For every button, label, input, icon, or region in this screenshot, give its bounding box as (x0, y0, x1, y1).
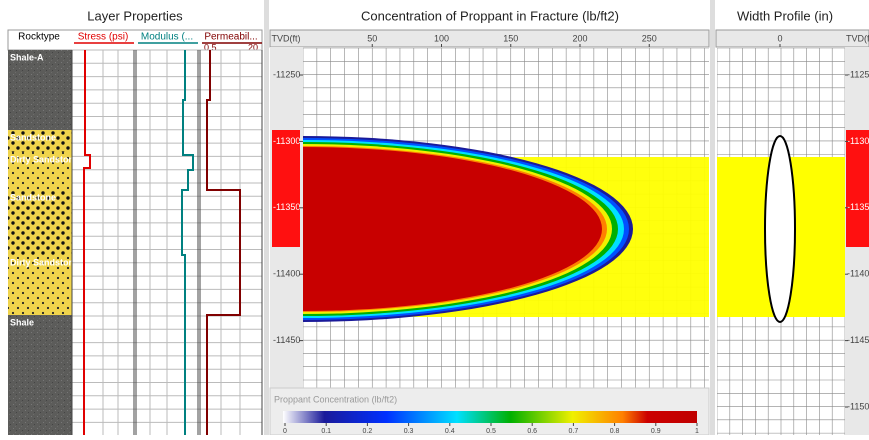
legend-tick-label: 0.1 (321, 428, 331, 435)
legend-tick-label: 0.8 (610, 428, 620, 435)
panel-title: Layer Properties (87, 8, 183, 23)
scale-label: 20 (248, 42, 258, 52)
layer-label: Shale-A (10, 52, 44, 62)
splitter[interactable] (264, 0, 269, 435)
x-tick-label: 0 (777, 33, 782, 43)
rock-layer (8, 315, 72, 435)
x-tick-label: 100 (434, 33, 449, 43)
legend-tick-label: 1 (695, 428, 699, 435)
x-tick-label: 150 (503, 33, 518, 43)
axis-label: TVD(ft) (846, 33, 869, 43)
y-tick-label: -11400 (273, 269, 300, 279)
legend-tick-label: 0.9 (651, 428, 661, 435)
y-tick-label: -11300 (273, 136, 300, 146)
legend-tick-label: 0.6 (527, 428, 537, 435)
y-tick-label: -11450 (847, 335, 869, 345)
column-header: Rocktype (18, 32, 60, 43)
perforation (846, 130, 869, 247)
column-header: Stress (psi) (78, 32, 129, 43)
perforation (272, 130, 300, 247)
y-tick-label: -11400 (847, 269, 869, 279)
layer-label: Sandstone (10, 192, 56, 202)
y-tick-label: -11250 (847, 69, 869, 79)
splitter[interactable] (710, 0, 715, 435)
legend-tick-label: 0.2 (363, 428, 373, 435)
legend-tick-label: 0.4 (445, 428, 455, 435)
page: { "layer_properties": { "title": "Layer … (0, 0, 869, 435)
column-header: Modulus (... (141, 32, 193, 43)
y-tick-label: -11500 (847, 401, 869, 411)
layer-label: Shale (10, 317, 34, 327)
y-tick-label: -11300 (847, 136, 869, 146)
legend-tick-label: 0.7 (569, 428, 579, 435)
legend-title: Proppant Concentration (lb/ft2) (274, 394, 397, 404)
x-tick-label: 250 (642, 33, 657, 43)
x-tick-label: 50 (367, 33, 377, 43)
width-profile (765, 136, 795, 322)
color-bar (283, 411, 697, 423)
screen: Layer Properties Concentration of Proppa… (0, 0, 869, 435)
axis-label: TVD(ft) (272, 33, 301, 43)
x-tick-label: 200 (572, 33, 587, 43)
panel-title: Width Profile (in) (737, 8, 833, 23)
legend-tick-label: 0.3 (404, 428, 414, 435)
legend-tick-label: 0.5 (486, 428, 496, 435)
y-tick-label: -11450 (273, 335, 300, 345)
legend-tick-label: 0 (283, 428, 287, 435)
layer-label: Dirty Sandstone (10, 154, 79, 164)
y-tick-label: -11350 (273, 202, 300, 212)
rock-column: Shale-A Sandstone Dirty Sandstone Sandstone… (8, 50, 79, 435)
y-tick-label: -11250 (273, 69, 300, 79)
layer-label: Dirty Sandstone (10, 257, 79, 267)
y-tick-label: -11350 (847, 202, 869, 212)
layer-label: Sandstone (10, 132, 56, 142)
panel-title: Concentration of Proppant in Fracture (l… (361, 8, 619, 23)
column-header: Permeabil... (204, 32, 257, 43)
